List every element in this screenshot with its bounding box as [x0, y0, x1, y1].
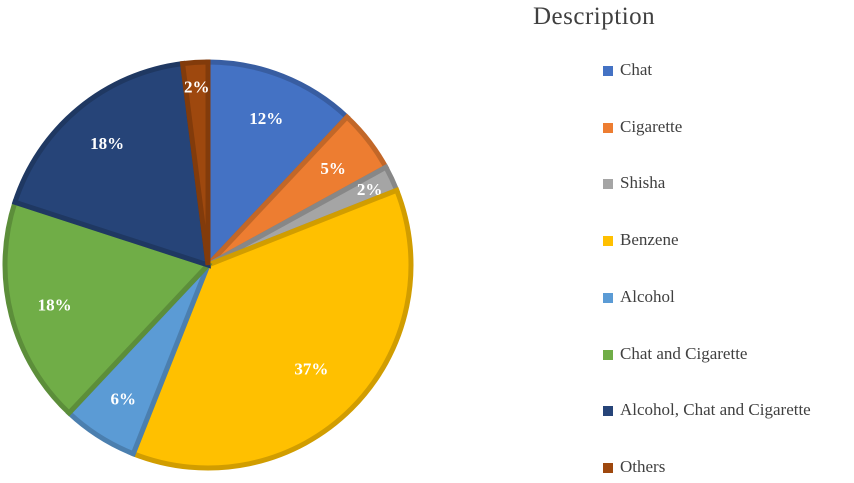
legend-label: Chat [620, 60, 653, 79]
data-label-alcohol-chat-and-cigarette: 18% [90, 134, 124, 153]
data-label-benzene: 37% [294, 359, 328, 378]
pie-slice-benzene [130, 187, 414, 471]
pie-slice-chat [205, 59, 351, 272]
data-label-alcohol: 6% [110, 390, 136, 409]
legend-label: Alcohol, Chat and Cigarette [620, 400, 811, 420]
legend-title: Description [533, 3, 656, 30]
data-label-chat: 12% [249, 109, 283, 128]
data-label-shisha: 2% [357, 180, 383, 199]
pie-slice-others [179, 59, 211, 266]
legend-swatch [603, 236, 613, 247]
legend-label: Benzene [620, 230, 679, 250]
legend-swatch [603, 122, 613, 133]
pie-slice-alcohol-chat-and-cigarette [11, 60, 211, 269]
pie-slice-chat-and-cigarette [2, 199, 213, 417]
legend-swatch [603, 349, 613, 360]
data-label-others: 2% [184, 78, 210, 97]
legend-label: Others [620, 456, 666, 476]
data-label-cigarette: 5% [320, 159, 346, 178]
legend-label: Alcohol [620, 286, 675, 306]
legend-label: Cigarette [620, 116, 683, 136]
legend-swatch [603, 292, 613, 303]
legend-swatch [603, 179, 613, 190]
legend-swatch [603, 406, 613, 417]
legend-label: Chat and Cigarette [620, 343, 748, 363]
legend-swatch [603, 66, 613, 76]
legend-swatch [603, 462, 613, 473]
data-label-chat-and-cigarette: 18% [38, 295, 72, 314]
legend-label: Shisha [620, 173, 666, 193]
